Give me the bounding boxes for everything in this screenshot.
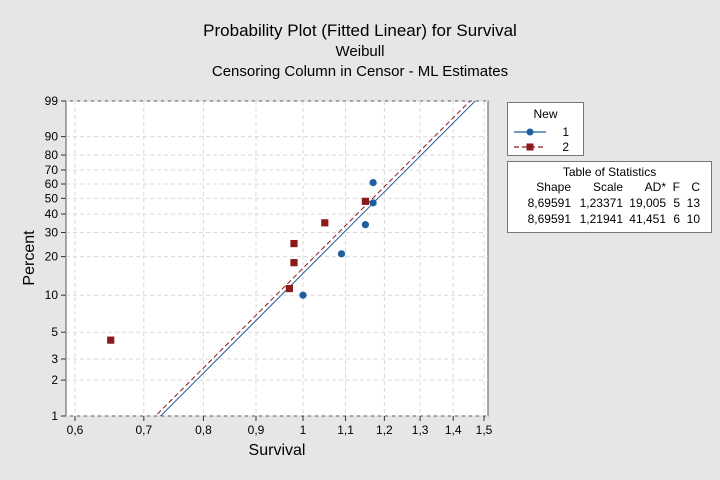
y-tick-label: 80 — [45, 148, 59, 162]
data-point-series-2 — [290, 259, 298, 267]
legend-swatch-2 — [514, 143, 546, 151]
data-point-series-2 — [361, 197, 369, 205]
x-tick-label: 0,6 — [67, 423, 84, 437]
stats-header-shape: Shape — [536, 180, 571, 194]
title-block: Probability Plot (Fitted Linear) for Sur… — [0, 20, 720, 82]
y-tick-label: 2 — [51, 373, 58, 387]
x-tick-label: 0,9 — [248, 423, 265, 437]
data-point-series-1 — [299, 291, 307, 299]
data-point-series-1 — [369, 179, 377, 187]
stats-row1-shape: 8,69591 — [527, 196, 571, 210]
stats-row1-c: 13 — [686, 196, 700, 210]
stats-header-f: F — [672, 180, 680, 194]
x-tick-label: 1,4 — [445, 423, 462, 437]
legend-entry-2: 2 — [508, 140, 583, 154]
chart-title: Probability Plot (Fitted Linear) for Sur… — [203, 21, 517, 40]
y-tick-label: 30 — [45, 226, 59, 240]
stats-header-scale: Scale — [592, 180, 623, 194]
legend-label-2: 2 — [562, 140, 569, 154]
stats-row2-f: 6 — [673, 212, 680, 226]
x-tick-label: 1,5 — [476, 423, 493, 437]
plot-area — [65, 100, 489, 417]
stats-header-c: C — [691, 180, 700, 194]
x-tick-label: 0,7 — [135, 423, 152, 437]
data-point-series-1 — [369, 199, 377, 207]
y-tick-label: 40 — [45, 207, 59, 221]
legend-entry-1: 1 — [508, 125, 583, 139]
stats-row2-ad: 41,451 — [629, 212, 666, 226]
legend-swatch-1 — [514, 128, 546, 136]
fit-line-2 — [154, 101, 471, 416]
x-tick-label: 1,1 — [337, 423, 354, 437]
data-point-series-2 — [107, 336, 115, 344]
data-point-series-2 — [321, 219, 329, 227]
stats-row1-f: 5 — [673, 196, 680, 210]
grid-layer — [66, 100, 488, 417]
x-tick-label: 1,3 — [412, 423, 429, 437]
stats-table-title: Table of Statistics — [562, 165, 657, 179]
x-tick-label: 1,2 — [376, 423, 393, 437]
chart-subtitle-censoring: Censoring Column in Censor - ML Estimate… — [211, 63, 509, 80]
stats-row2-shape: 8,69591 — [527, 212, 571, 226]
stats-row1-scale: 1,23371 — [579, 196, 623, 210]
y-tick-label: 90 — [45, 130, 59, 144]
stats-row1-ad: 19,005 — [629, 196, 666, 210]
chart-subtitle-distribution: Weibull — [335, 43, 385, 60]
data-point-series-1 — [361, 221, 369, 229]
stats-row2-scale: 1,21941 — [579, 212, 623, 226]
y-tick-label: 5 — [51, 325, 58, 339]
data-point-series-2 — [285, 284, 294, 293]
legend: New 1 2 — [507, 102, 584, 156]
y-tick-label: 60 — [45, 177, 59, 191]
y-tick-label: 99 — [45, 94, 59, 108]
legend-label-1: 1 — [562, 125, 569, 139]
legend-title: New — [533, 107, 558, 121]
data-points — [107, 179, 377, 344]
stats-header-ad: AD* — [644, 180, 666, 194]
y-tick-label: 70 — [45, 163, 59, 177]
y-tick-label: 1 — [51, 409, 58, 423]
stats-row2-c: 10 — [686, 212, 700, 226]
y-tick-label: 10 — [45, 288, 59, 302]
axes: 0,6 0,7 0,8 0,9 1 1,1 1,2 1,3 1,4 1,5 1 2 3 5 10 20 30 40… — [45, 94, 493, 437]
y-tick-label: 50 — [45, 191, 59, 205]
data-point-series-2 — [290, 239, 298, 248]
y-tick-label: 3 — [51, 352, 58, 366]
x-axis-label: Survival — [249, 442, 306, 459]
data-point-series-1 — [337, 250, 346, 258]
y-tick-label: 20 — [45, 250, 59, 264]
x-tick-label: 0,8 — [195, 423, 212, 437]
x-tick-label: 1 — [300, 423, 307, 437]
stats-table: Table of Statistics Shape Scale AD* F C … — [507, 161, 712, 233]
y-axis-label: Percent — [21, 230, 38, 286]
